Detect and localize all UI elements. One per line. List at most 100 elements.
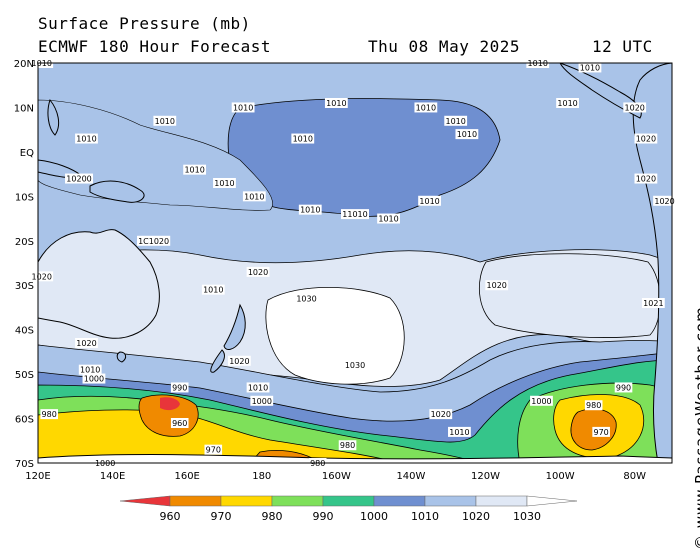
legend-label: 980 (262, 510, 283, 523)
contour-label: 1010 (378, 215, 398, 224)
contour-label: 980 (340, 441, 355, 450)
contour-label-bg (295, 293, 318, 304)
low-core-960 (160, 397, 180, 411)
east-high-cell (478, 253, 661, 338)
contour-label: 1020 (636, 135, 656, 144)
lat-tick-label: 20N (14, 59, 34, 70)
contour-label: 1020 (248, 268, 268, 277)
lon-tick-label: 160E (174, 471, 199, 482)
lon-tick-label: 100W (546, 471, 575, 482)
contour-label-bg (448, 426, 471, 437)
forecast-time: 12 UTC (592, 37, 653, 56)
contour-label-bg (246, 266, 270, 277)
lon-tick-label: 140E (100, 471, 125, 482)
legend-label: 1000 (360, 510, 388, 523)
contour-label: 990 (616, 383, 631, 392)
contour-label: 970 (594, 428, 609, 437)
contour-label-bg (556, 98, 579, 108)
contour-label-bg (137, 235, 171, 246)
lat-tick-label: 60S (15, 415, 34, 426)
contour-label: 1010 (214, 179, 234, 188)
contour-label-bg (204, 444, 223, 455)
contour-label-bg (578, 62, 602, 73)
contour-label: 1010 (293, 135, 313, 144)
contour-label-bg (530, 395, 553, 406)
contour-label-bg (291, 133, 315, 144)
contour-label-bg (592, 426, 610, 437)
legend-swatch (475, 495, 528, 507)
contour-label-bg (653, 195, 676, 206)
map-frame (37, 62, 673, 464)
contour-label: 1020 (487, 281, 507, 290)
lat-tick-label: 20S (15, 237, 34, 248)
legend-swatch (424, 495, 477, 507)
contour-label: 10200 (66, 175, 91, 184)
contour-label-bg (78, 364, 102, 375)
contour-label-bg (153, 115, 177, 126)
contour-label: 980 (586, 401, 601, 410)
contour-label: 970 (206, 446, 221, 455)
legend-swatch-high (526, 495, 578, 507)
contour-label-bg (246, 382, 270, 393)
latitude-ticks: 20N 10N EQ 10S 20S 30S 40S 50S 60S 70S (14, 59, 34, 470)
lat-tick-label: 40S (15, 326, 34, 337)
contour-label: 1010 (557, 99, 577, 108)
contour-label: 1010 (419, 197, 439, 206)
contour-label-bg (414, 102, 438, 113)
legend-label: 960 (160, 510, 181, 523)
contour-label: 1010 (457, 130, 477, 139)
contour-label: 1020 (229, 357, 249, 366)
contour-label: 1000 (84, 375, 104, 384)
contour-label: 1020 (32, 272, 52, 281)
contour-label-bg (231, 102, 255, 113)
contour-label-bg (634, 133, 658, 144)
credit-text: © www.PassageWeather.com (692, 306, 700, 550)
contour-label-bg (75, 338, 98, 348)
contour-label-bg (623, 102, 647, 113)
legend-swatch (271, 495, 324, 507)
contour-label-bg (634, 173, 658, 184)
contour-label: 1020 (76, 339, 96, 348)
contour-label: 1010 (76, 135, 96, 144)
lon-tick-label: 140W (396, 471, 425, 482)
contour-label-bg (338, 440, 357, 451)
contour-label-bg (65, 173, 94, 184)
lon-tick-label: 120E (25, 471, 50, 482)
legend-swatch (373, 495, 426, 507)
lon-tick-label: 180 (252, 471, 271, 482)
lon-tick-label: 160W (322, 471, 351, 482)
contour-label: 1020 (636, 175, 656, 184)
contour-label-bg (343, 360, 367, 371)
contour-label-bg (40, 409, 58, 420)
contour-label: 1010 (155, 117, 175, 126)
contour-label: 1021 (643, 299, 663, 308)
contour-label: 1030 (296, 295, 316, 304)
legend-swatch (169, 495, 222, 507)
contour-label-bg (227, 355, 251, 366)
contour-label: 1010 (203, 286, 223, 295)
contour-label-bg (455, 129, 479, 140)
contour-label-bg (584, 400, 603, 411)
lat-tick-label: 70S (15, 459, 34, 470)
lat-tick-label: 30S (15, 281, 34, 292)
pressure-map: 1010 1010 1010 1010 1010 1010 1010 1010 1010 1010… (14, 58, 676, 523)
lon-tick-label: 80W (623, 471, 646, 482)
contour-label: 1010 (446, 117, 466, 126)
lat-tick-label: 10S (15, 192, 34, 203)
legend-label: 970 (211, 510, 232, 523)
coastlines (38, 63, 672, 463)
contour-label: 1030 (345, 361, 365, 370)
contour-label: 1010 (233, 103, 253, 112)
contour-label: 1000 (252, 397, 272, 406)
contour-label: 1010 (326, 99, 346, 108)
contour-label: 1010 (184, 166, 204, 175)
contour-label: 1C1020 (138, 237, 169, 246)
lat-tick-label: 50S (15, 370, 34, 381)
contour-label-bg (242, 191, 266, 202)
lon-tick-label: 120W (471, 471, 500, 482)
forecast-date: Thu 08 May 2025 (368, 37, 520, 56)
contour-label-bg (444, 115, 468, 126)
contour-label-bg (30, 271, 54, 282)
contour-label: 1010 (244, 192, 264, 201)
contour-label-bg (213, 178, 236, 188)
